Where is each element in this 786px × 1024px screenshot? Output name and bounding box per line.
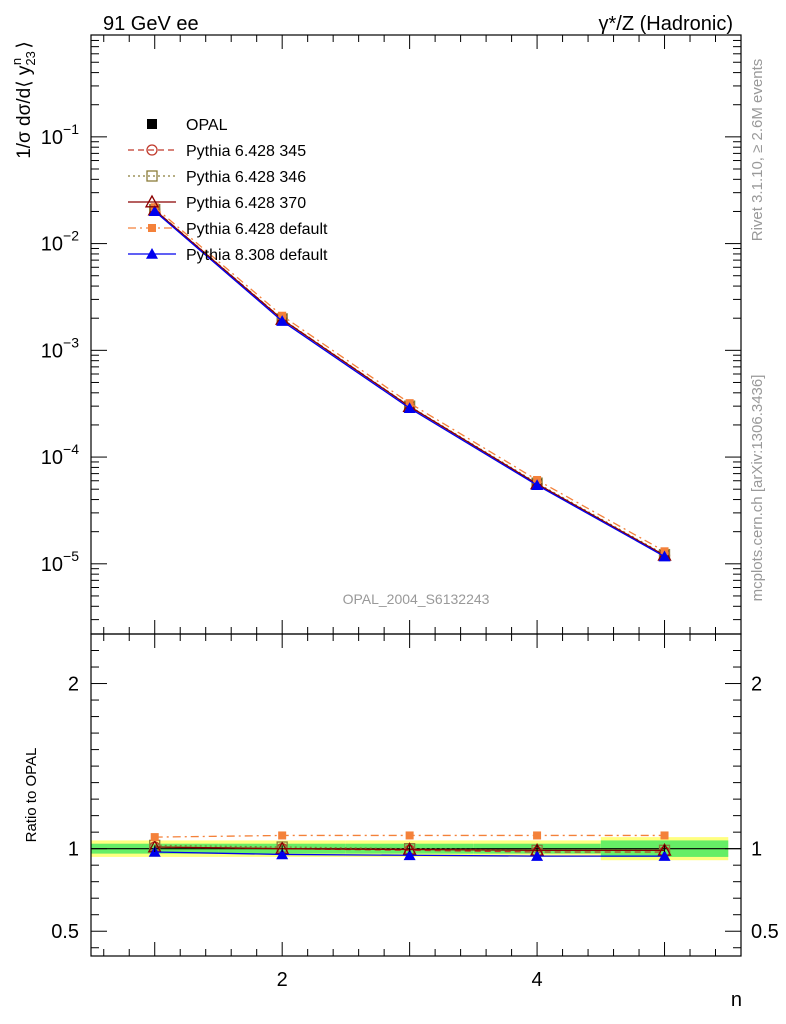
watermark-label: OPAL_2004_S6132243 <box>343 591 490 607</box>
y-tick-exponent: −2 <box>63 228 79 244</box>
data-point <box>278 831 287 840</box>
ratio-y-tick-label-right: 2 <box>751 674 762 696</box>
data-point <box>150 833 159 842</box>
ratio-series-py8 <box>148 845 671 861</box>
ratio-y-tick-label-right: 1 <box>751 839 762 861</box>
header-right-label: γ*/Z (Hadronic) <box>599 13 733 35</box>
y-tick-label: 10−1 <box>41 121 79 149</box>
main-ylabel: 1/σ dσ/d⟨ y23n ⟩ <box>9 41 38 159</box>
y-tick-exponent: −4 <box>63 441 79 457</box>
data-point <box>658 550 671 562</box>
data-point <box>146 248 158 259</box>
ratio-frame <box>90 633 742 957</box>
ratio-series-pydef <box>150 831 669 842</box>
ratio-ylabel: Ratio to OPAL <box>23 748 40 843</box>
legend-label: Pythia 8.308 default <box>186 247 328 264</box>
legend-label: Pythia 6.428 346 <box>186 169 306 186</box>
y-tick-exponent: −1 <box>63 121 79 137</box>
legend-label: Pythia 6.428 370 <box>186 195 306 212</box>
data-point <box>531 479 544 491</box>
ratio-series-layer <box>147 831 672 861</box>
y-tick-exponent: −5 <box>63 548 79 564</box>
x-tick-label: 2 <box>277 969 288 991</box>
data-point <box>148 224 156 232</box>
data-point <box>660 831 669 840</box>
ratio-xlabel: n <box>731 989 742 1011</box>
y-tick-label: 10−3 <box>41 334 79 362</box>
data-point <box>146 170 158 182</box>
header-left-label: 91 GeV ee <box>103 13 199 35</box>
data-point <box>403 402 416 413</box>
data-point <box>144 194 160 208</box>
legend-item-py370: Pythia 6.428 370 <box>128 194 306 212</box>
data-point <box>146 144 158 156</box>
legend-label: OPAL <box>186 117 228 134</box>
y-tick-exponent: −3 <box>63 334 79 350</box>
data-point <box>276 315 289 326</box>
main-series-layer <box>147 202 672 562</box>
y-tick-label: 10−4 <box>41 441 79 469</box>
x-tick-label: 4 <box>532 969 543 991</box>
data-point <box>533 831 542 840</box>
legend-item-py345: Pythia 6.428 345 <box>128 143 306 160</box>
data-point <box>403 849 416 861</box>
legend-item-py346: Pythia 6.428 346 <box>128 169 306 186</box>
data-point <box>148 205 161 217</box>
y-tick-label: 10−2 <box>41 228 79 256</box>
data-point <box>658 850 671 861</box>
data-point <box>531 850 544 861</box>
source-label: mcplots.cern.ch [arXiv:1306.3436] <box>749 375 766 602</box>
y-tick-label: 10−5 <box>41 548 79 576</box>
axes-layer: 2 4 10−5 10−4 10−3 10−2 10−1 0.5 0.5 1 1 2 2 <box>41 34 779 991</box>
legend-item-py8: Pythia 8.308 default <box>128 247 328 264</box>
legend-label: Pythia 6.428 default <box>186 221 328 238</box>
legend-item-opal: OPAL <box>147 117 228 134</box>
ratio-series-opal <box>154 845 666 852</box>
rivet-label: Rivet 3.1.10, ≥ 2.6M events <box>749 59 766 242</box>
ratio-y-tick-label: 2 <box>68 674 79 696</box>
data-point <box>405 831 414 840</box>
ratio-y-tick-label: 1 <box>68 839 79 861</box>
series-line <box>154 206 665 552</box>
data-point <box>276 848 289 860</box>
series-py8 <box>148 205 671 562</box>
data-point <box>147 119 157 129</box>
legend-label: Pythia 6.428 345 <box>186 143 306 160</box>
legend: OPAL Pythia 6.428 345 Pythia 6.428 346 Pyth… <box>128 117 328 264</box>
ratio-y-tick-label-right: 0.5 <box>751 921 779 943</box>
legend-item-pydef: Pythia 6.428 default <box>128 221 328 238</box>
ratio-y-tick-label: 0.5 <box>51 921 79 943</box>
